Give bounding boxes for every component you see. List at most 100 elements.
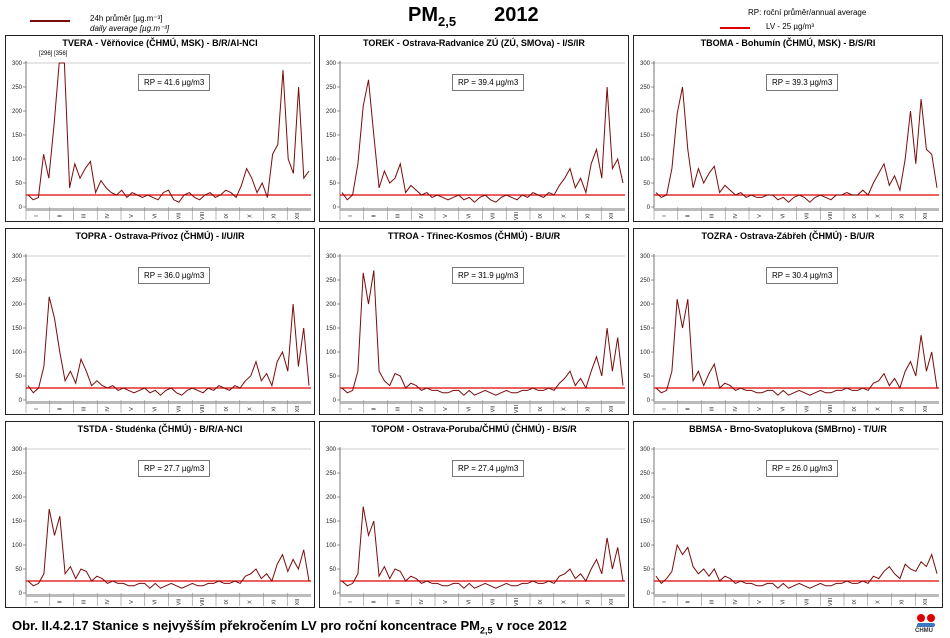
y-tick-label: 0 bbox=[333, 591, 337, 597]
month-label: X bbox=[562, 600, 568, 604]
month-label: XI bbox=[271, 213, 277, 219]
month-label: VI bbox=[153, 406, 159, 412]
month-label: IX bbox=[852, 599, 858, 605]
month-label: VII bbox=[176, 405, 182, 412]
month-label: I bbox=[34, 408, 40, 410]
month-label: VII bbox=[804, 212, 810, 219]
month-label: I bbox=[662, 408, 668, 410]
y-tick-label: 250 bbox=[640, 471, 651, 477]
month-label: II bbox=[686, 600, 692, 604]
y-tick-label: 250 bbox=[326, 278, 337, 284]
y-tick-label: 100 bbox=[12, 543, 23, 549]
daily-average-series bbox=[27, 62, 310, 203]
month-label: VI bbox=[781, 406, 787, 412]
legend-daily-en: daily average [µg.m⁻³] bbox=[90, 24, 170, 33]
y-tick-label: 250 bbox=[326, 85, 337, 91]
y-tick-label: 150 bbox=[640, 133, 651, 139]
y-tick-label: 300 bbox=[12, 447, 23, 453]
month-label: XI bbox=[899, 213, 905, 219]
annual-average-box: RP = 30.4 µg/m3 bbox=[766, 267, 839, 284]
month-label: II bbox=[686, 214, 692, 218]
month-label: III bbox=[709, 406, 715, 411]
month-label: VII bbox=[490, 598, 496, 605]
chart-panel: 0 50 100 150 200 250 300 I II III IV V VI VII VIII IX X X… bbox=[633, 228, 943, 415]
month-label: XII bbox=[295, 598, 301, 605]
month-label: XII bbox=[923, 598, 929, 605]
y-tick-label: 150 bbox=[12, 519, 23, 525]
legend-rp-note: RP: roční průměr/annual average bbox=[748, 8, 867, 17]
y-tick-label: 100 bbox=[12, 157, 23, 163]
month-label: VIII bbox=[200, 404, 206, 413]
month-label: XII bbox=[609, 212, 615, 219]
y-tick-label: 300 bbox=[640, 447, 651, 453]
month-label: X bbox=[876, 214, 882, 218]
month-label: IV bbox=[733, 406, 739, 412]
month-label: V bbox=[443, 214, 449, 218]
y-tick-label: 0 bbox=[19, 398, 23, 404]
month-label: X bbox=[248, 600, 254, 604]
month-label: I bbox=[348, 408, 354, 410]
y-tick-label: 200 bbox=[12, 109, 23, 115]
y-tick-label: 50 bbox=[329, 374, 336, 380]
month-label: X bbox=[248, 214, 254, 218]
month-label: V bbox=[757, 600, 763, 604]
month-label: VIII bbox=[514, 597, 520, 606]
legend-lv-label: LV - 25 µg/m³ bbox=[766, 22, 815, 31]
y-tick-label: 250 bbox=[326, 471, 337, 477]
daily-average-series bbox=[341, 79, 624, 203]
y-tick-label: 100 bbox=[640, 543, 651, 549]
y-tick-label: 50 bbox=[329, 567, 336, 573]
y-tick-label: 50 bbox=[329, 181, 336, 187]
month-label: VII bbox=[490, 212, 496, 219]
month-label: I bbox=[34, 215, 40, 217]
month-label: XI bbox=[899, 599, 905, 605]
annual-average-box: RP = 39.3 µg/m3 bbox=[766, 74, 839, 91]
panel-title: TOPOM - Ostrava-Poruba/ČHMÚ (ČHMÚ) - B/S… bbox=[371, 424, 577, 434]
y-tick-label: 50 bbox=[15, 181, 22, 187]
y-tick-label: 150 bbox=[12, 133, 23, 139]
month-label: IV bbox=[105, 213, 111, 219]
y-tick-label: 200 bbox=[640, 302, 651, 308]
month-label: VII bbox=[176, 212, 182, 219]
month-label: VI bbox=[153, 599, 159, 605]
month-label: II bbox=[58, 600, 64, 604]
daily-average-series bbox=[655, 543, 938, 589]
month-label: III bbox=[395, 213, 401, 218]
caption-sub: 2,5 bbox=[479, 625, 493, 636]
annual-average-box: RP = 39.4 µg/m3 bbox=[452, 74, 525, 91]
month-label: IX bbox=[224, 213, 230, 219]
caption-tail: v roce 2012 bbox=[492, 618, 567, 633]
y-tick-label: 150 bbox=[640, 519, 651, 525]
month-label: V bbox=[129, 214, 135, 218]
month-label: IX bbox=[538, 213, 544, 219]
y-tick-label: 150 bbox=[326, 326, 337, 332]
month-label: XI bbox=[899, 406, 905, 412]
month-label: II bbox=[686, 407, 692, 411]
panel-title: TOREK - Ostrava-Radvanice ZÚ (ZÚ, SMOva)… bbox=[363, 38, 585, 48]
month-label: XI bbox=[271, 406, 277, 412]
month-label: III bbox=[709, 599, 715, 604]
daily-average-series bbox=[27, 296, 310, 396]
month-label: XII bbox=[923, 405, 929, 412]
month-label: XII bbox=[609, 405, 615, 412]
month-label: VIII bbox=[514, 404, 520, 413]
annual-average-box: RP = 31.9 µg/m3 bbox=[452, 267, 525, 284]
y-tick-label: 200 bbox=[640, 495, 651, 501]
month-label: III bbox=[709, 213, 715, 218]
y-tick-label: 100 bbox=[640, 350, 651, 356]
month-label: XI bbox=[585, 406, 591, 412]
y-tick-label: 100 bbox=[326, 157, 337, 163]
y-tick-label: 300 bbox=[12, 61, 23, 67]
month-label: XI bbox=[271, 599, 277, 605]
chart-panel: 0 50 100 150 200 250 300 I II III IV V VI VII VIII IX X X… bbox=[5, 228, 315, 415]
month-label: V bbox=[129, 600, 135, 604]
y-tick-label: 100 bbox=[12, 350, 23, 356]
month-label: I bbox=[662, 601, 668, 603]
month-label: I bbox=[34, 601, 40, 603]
y-tick-label: 200 bbox=[326, 302, 337, 308]
y-tick-label: 0 bbox=[647, 398, 651, 404]
month-label: XI bbox=[585, 599, 591, 605]
y-tick-label: 50 bbox=[643, 567, 650, 573]
